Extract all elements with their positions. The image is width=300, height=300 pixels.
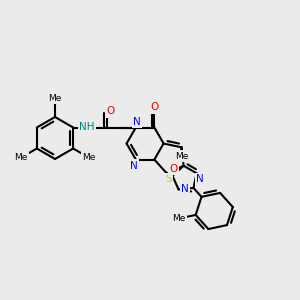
Text: N: N — [181, 184, 188, 194]
Text: S: S — [165, 174, 172, 184]
Text: N: N — [130, 160, 138, 170]
Text: Me: Me — [172, 214, 186, 223]
Text: Me: Me — [82, 153, 96, 162]
Text: O: O — [169, 164, 178, 174]
Text: O: O — [150, 103, 158, 112]
Text: N: N — [133, 117, 141, 127]
Text: Me: Me — [48, 94, 62, 103]
Text: Me: Me — [14, 153, 28, 162]
Text: N: N — [196, 174, 203, 184]
Text: O: O — [106, 106, 114, 116]
Text: Me: Me — [175, 152, 188, 160]
Text: NH: NH — [80, 122, 95, 133]
